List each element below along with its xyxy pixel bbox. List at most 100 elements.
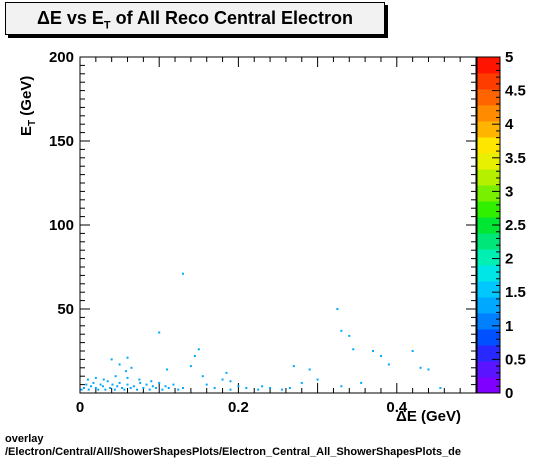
color-bar-segment (477, 153, 500, 170)
data-point (237, 385, 240, 388)
data-point (161, 388, 164, 391)
data-point (101, 385, 104, 388)
data-point (94, 386, 97, 389)
data-point (177, 388, 180, 391)
data-point (123, 388, 126, 391)
data-point (118, 381, 121, 384)
y-tick-label: 50 (57, 301, 74, 318)
data-point (197, 348, 200, 351)
data-point (257, 388, 260, 391)
data-point (261, 385, 264, 388)
color-bar-segment (477, 185, 500, 202)
color-bar-label: 4 (505, 116, 514, 133)
data-point (387, 363, 390, 366)
data-point (336, 308, 339, 310)
color-bar-label: 4.5 (505, 83, 526, 100)
data-point (148, 388, 151, 391)
title-box: ΔE vs ET of All Reco Central Electron (5, 2, 385, 35)
color-bar-label: 1.5 (505, 284, 526, 301)
data-point (292, 365, 295, 368)
color-bar-label: 3 (505, 183, 513, 200)
data-point (114, 375, 117, 378)
data-point (118, 363, 121, 366)
data-point (85, 383, 88, 386)
data-point (92, 381, 95, 384)
data-point (86, 378, 89, 381)
data-point (288, 386, 291, 389)
color-bar-segment (477, 265, 500, 282)
data-point (155, 386, 158, 389)
data-point (229, 380, 232, 383)
data-point (138, 378, 141, 381)
data-point (245, 386, 248, 389)
color-bar-label: 0.5 (505, 351, 526, 368)
color-bar-label: 2 (505, 251, 513, 268)
data-point (348, 334, 351, 337)
color-bar-label: 5 (505, 49, 513, 66)
data-point (110, 358, 113, 361)
data-point (158, 381, 161, 384)
data-point (172, 383, 175, 386)
data-point (97, 388, 100, 391)
footer-line-2: /Electron/Central/All/ShowerShapesPlots/… (5, 446, 462, 458)
data-point (94, 376, 97, 379)
color-bar-label: 0 (505, 385, 513, 402)
data-point (150, 380, 153, 383)
data-point (193, 355, 196, 358)
data-point (360, 381, 363, 384)
data-point (181, 272, 184, 275)
data-point (145, 383, 148, 386)
data-point (116, 385, 119, 388)
color-bar-segment (477, 377, 500, 394)
data-point (269, 386, 272, 389)
data-point (151, 385, 154, 388)
data-point (126, 383, 129, 386)
data-point (130, 366, 133, 369)
data-point (213, 386, 216, 389)
data-point (102, 378, 105, 381)
data-point (439, 386, 442, 389)
color-bar-segment (477, 313, 500, 330)
color-bar-segment (477, 345, 500, 362)
color-bar-segment (477, 121, 500, 138)
data-point (181, 386, 184, 389)
x-axis-label: ΔE (GeV) (396, 408, 461, 425)
color-bar-segment (477, 169, 500, 186)
data-point (139, 381, 142, 384)
y-tick-label: 200 (49, 49, 74, 66)
data-point (229, 388, 232, 391)
color-bar-label: 1 (505, 318, 513, 335)
footer-line-1: overlay (5, 433, 44, 445)
data-point (111, 383, 114, 386)
data-point (280, 388, 283, 391)
data-point (340, 385, 343, 388)
data-point (340, 329, 343, 332)
data-point (129, 386, 132, 389)
color-bar-segment (477, 329, 500, 346)
color-bar-segment (477, 217, 500, 234)
data-point (167, 386, 170, 389)
data-point (300, 381, 303, 384)
data-point (221, 378, 224, 381)
axes: 0 0.2 0.4 50 100 150 200 (49, 49, 477, 416)
data-point (109, 386, 112, 389)
data-point (419, 366, 422, 369)
color-bar-segment (477, 89, 500, 106)
color-bar-label: 2.5 (505, 217, 526, 234)
data-point (90, 385, 93, 388)
color-bar-segment (477, 281, 500, 298)
y-tick-label: 150 (49, 133, 74, 150)
x-tick-label: 0.4 (386, 399, 408, 416)
color-bar-segment (477, 201, 500, 218)
data-points (80, 272, 442, 391)
data-point (99, 383, 102, 386)
data-point (411, 350, 414, 352)
data-point (166, 368, 169, 371)
chart-title: ΔE vs ET of All Reco Central Electron (36, 8, 354, 32)
color-bar-segment (477, 105, 500, 122)
data-point (132, 385, 135, 388)
color-bar-segment (477, 361, 500, 378)
data-point (308, 368, 311, 371)
data-point (87, 388, 90, 391)
